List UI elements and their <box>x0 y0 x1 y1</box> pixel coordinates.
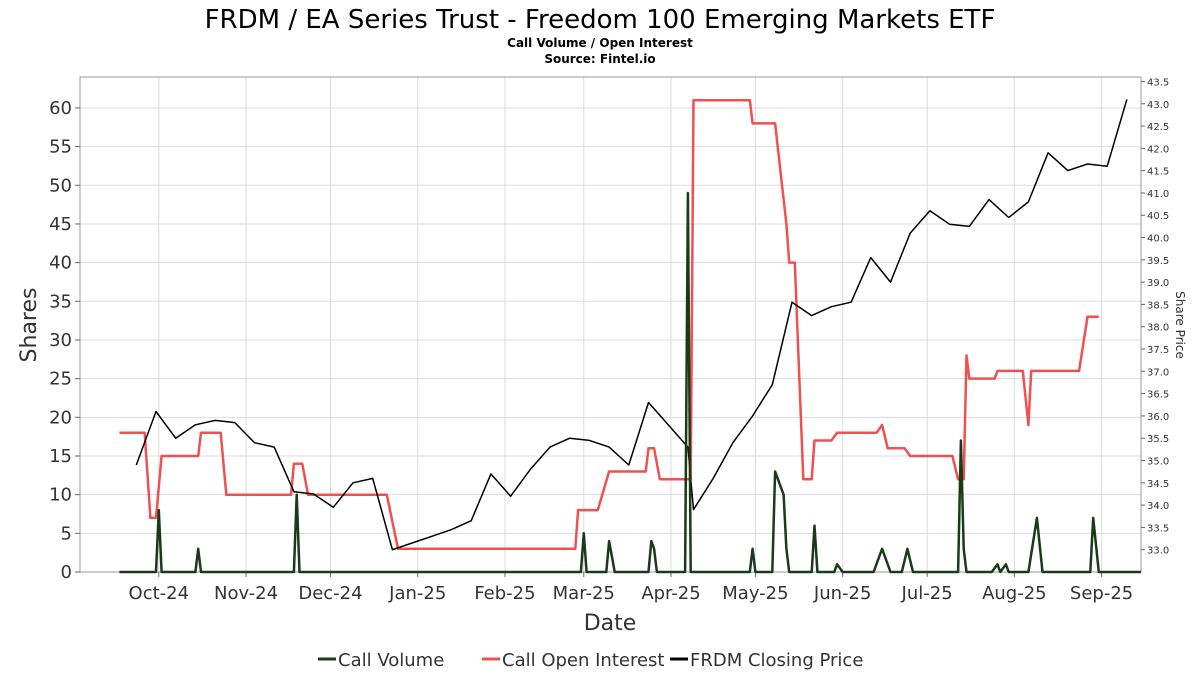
x-tick-label: Jul-25 <box>901 583 953 604</box>
y-tick-label: 30 <box>49 330 72 351</box>
chart-title: FRDM / EA Series Trust - Freedom 100 Eme… <box>205 5 996 35</box>
y2-tick-label: 42.0 <box>1147 144 1169 155</box>
legend-label: Call Open Interest <box>502 650 664 671</box>
x-tick-label: Feb-25 <box>474 583 535 604</box>
y2-tick-label: 39.5 <box>1147 256 1169 267</box>
x-tick-label: Aug-25 <box>982 583 1047 604</box>
chart-subtitle: Call Volume / Open Interest <box>507 36 693 50</box>
y2-tick-label: 41.5 <box>1147 167 1169 178</box>
x-tick-label: Dec-24 <box>298 583 362 604</box>
plot-area <box>79 76 1142 573</box>
y2-tick-label: 37.5 <box>1147 345 1169 356</box>
series-layer <box>119 98 1141 574</box>
y2-tick-label: 33.0 <box>1147 546 1169 557</box>
y2-tick-label: 38.0 <box>1147 323 1169 334</box>
series-line-call-volume <box>119 191 1141 574</box>
y2-tick-label: 39.0 <box>1147 278 1169 289</box>
x-tick-label: Apr-25 <box>641 583 700 604</box>
x-tick-label: Nov-24 <box>214 583 278 604</box>
y2-tick-label: 40.5 <box>1147 211 1169 222</box>
chart-source: Source: Fintel.io <box>544 52 655 66</box>
y-tick-label: 25 <box>49 369 72 390</box>
y2-tick-label: 35.0 <box>1147 457 1169 468</box>
y2-tick-label: 43.0 <box>1147 100 1169 111</box>
x-tick-label: Sep-25 <box>1070 583 1133 604</box>
series-line-call-open-interest <box>119 98 1099 551</box>
y2-tick-label: 43.5 <box>1147 77 1169 88</box>
x-tick-label: Mar-25 <box>553 583 615 604</box>
y2-tick-label: 33.5 <box>1147 523 1169 534</box>
series-line-frdm-closing-price <box>135 99 1128 551</box>
y-axis-label: Shares <box>17 288 42 363</box>
y-tick-label: 60 <box>49 98 72 119</box>
y2-tick-label: 36.0 <box>1147 412 1169 423</box>
y-tick-label: 20 <box>49 407 72 428</box>
legend-label: FRDM Closing Price <box>690 650 863 671</box>
x-axis: Oct-24 Nov-24 Dec-24 Jan-25 Feb-25 Mar-25 Apr-… <box>129 572 1133 604</box>
legend: Call Volume Call Open Interest FRDM Closin… <box>318 650 863 671</box>
y-tick-label: 55 <box>49 137 72 158</box>
y2-tick-label: 41.0 <box>1147 189 1169 200</box>
y-axis-left: 0 5 10 15 20 25 30 35 40 45 50 55 60 <box>49 98 80 583</box>
y-tick-label: 0 <box>61 562 72 583</box>
legend-item-call-open-interest: Call Open Interest <box>482 650 664 671</box>
y2-tick-label: 38.5 <box>1147 300 1169 311</box>
y2-tick-label: 36.5 <box>1147 390 1169 401</box>
legend-item-frdm-closing-price: FRDM Closing Price <box>670 650 863 671</box>
y2-tick-label: 34.0 <box>1147 501 1169 512</box>
y2-tick-label: 37.0 <box>1147 367 1169 378</box>
legend-item-call-volume: Call Volume <box>318 650 444 671</box>
y-tick-label: 35 <box>49 291 72 312</box>
grid <box>80 77 1141 573</box>
y-tick-label: 10 <box>49 485 72 506</box>
y-tick-label: 15 <box>49 446 72 467</box>
y2-tick-label: 34.5 <box>1147 479 1169 490</box>
y2-tick-label: 42.5 <box>1147 122 1169 133</box>
y2-tick-label: 35.5 <box>1147 434 1169 445</box>
y-tick-label: 45 <box>49 214 72 235</box>
x-axis-label: Date <box>584 611 637 636</box>
y-tick-label: 40 <box>49 253 72 274</box>
y-tick-label: 5 <box>61 523 72 544</box>
y-axis-right: 33.0 33.5 34.0 34.5 35.0 35.5 36.0 36.5 37.0 37.5… <box>1141 77 1169 557</box>
legend-label: Call Volume <box>338 650 444 671</box>
x-tick-label: May-25 <box>722 583 788 604</box>
x-tick-label: Oct-24 <box>129 583 190 604</box>
y2-axis-label: Share Price <box>1173 291 1187 359</box>
x-tick-label: Jun-25 <box>813 583 872 604</box>
y2-tick-label: 40.0 <box>1147 234 1169 245</box>
y-tick-label: 50 <box>49 175 72 196</box>
x-tick-label: Jan-25 <box>388 583 446 604</box>
